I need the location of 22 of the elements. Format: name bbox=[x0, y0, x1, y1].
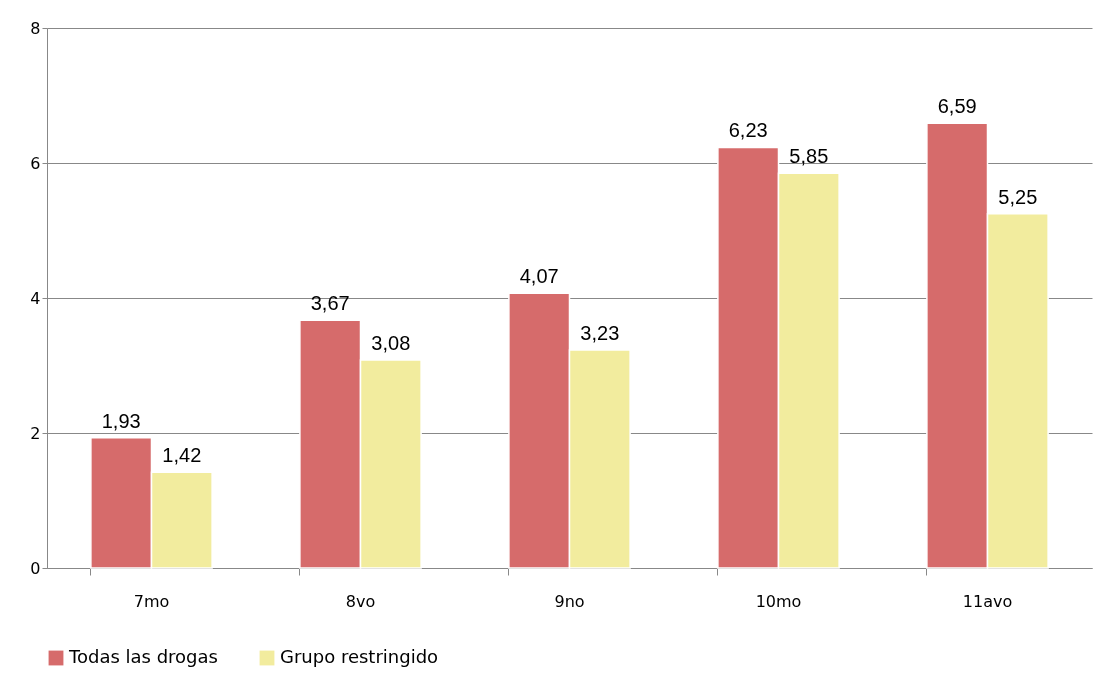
x-tick-label: 7mo bbox=[133, 591, 170, 611]
x-tick-label: 8vo bbox=[345, 591, 376, 611]
data-label: 4,07 bbox=[519, 265, 559, 288]
y-tick-label: 6 bbox=[30, 153, 41, 173]
x-tick-label: 11avo bbox=[962, 591, 1013, 611]
data-label: 5,25 bbox=[998, 185, 1038, 208]
y-tick-label: 4 bbox=[30, 288, 41, 308]
data-label: 1,93 bbox=[101, 409, 141, 432]
y-tick-label: 2 bbox=[30, 423, 41, 443]
y-tick-label: 0 bbox=[30, 558, 41, 578]
data-label: 6,59 bbox=[937, 95, 977, 118]
data-label: 3,23 bbox=[580, 321, 620, 344]
legend-label: Grupo restringido bbox=[280, 646, 439, 667]
data-label: 3,67 bbox=[310, 292, 350, 315]
data-label: 1,42 bbox=[162, 444, 202, 467]
x-tick-label: 10mo bbox=[755, 591, 802, 611]
data-label: 3,08 bbox=[371, 332, 411, 355]
legend-label: Todas las drogas bbox=[68, 646, 218, 667]
data-label: 5,85 bbox=[789, 145, 829, 168]
data-label: 6,23 bbox=[728, 119, 768, 142]
x-tick-label: 9no bbox=[554, 591, 585, 611]
y-tick-label: 8 bbox=[30, 18, 41, 38]
